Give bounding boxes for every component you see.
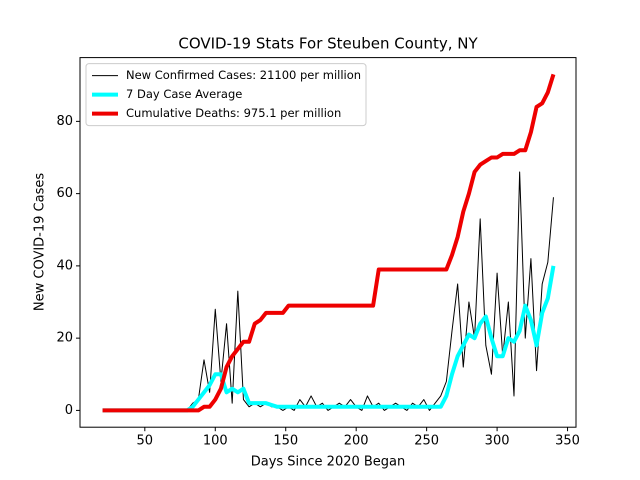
x-tick-label: 300 (485, 434, 510, 449)
series-line (102, 171, 554, 411)
legend-label: Cumulative Deaths: 975.1 per million (126, 106, 341, 120)
x-tick-label: 200 (344, 434, 369, 449)
y-tick-label: 0 (65, 403, 73, 418)
series-line (102, 73, 556, 413)
plot-frame (79, 57, 577, 428)
chart-title: COVID-19 Stats For Steuben County, NY (178, 35, 478, 53)
legend-label: New Confirmed Cases: 21100 per million (126, 68, 361, 82)
x-tick-label: 250 (414, 434, 439, 449)
legend-box (85, 63, 367, 127)
x-tick-label: 100 (203, 434, 228, 449)
y-tick-label: 60 (56, 186, 73, 201)
y-tick-label: 20 (56, 331, 73, 346)
y-axis-label: New COVID-19 Cases (33, 173, 48, 311)
x-tick-label: 350 (555, 434, 580, 449)
x-tick-label: 50 (137, 434, 154, 449)
y-tick-label: 80 (56, 114, 73, 129)
x-axis-label: Days Since 2020 Began (251, 455, 406, 470)
y-tick-label: 40 (56, 258, 73, 273)
legend-label: 7 Day Case Average (126, 87, 242, 101)
x-tick-label: 150 (273, 434, 298, 449)
